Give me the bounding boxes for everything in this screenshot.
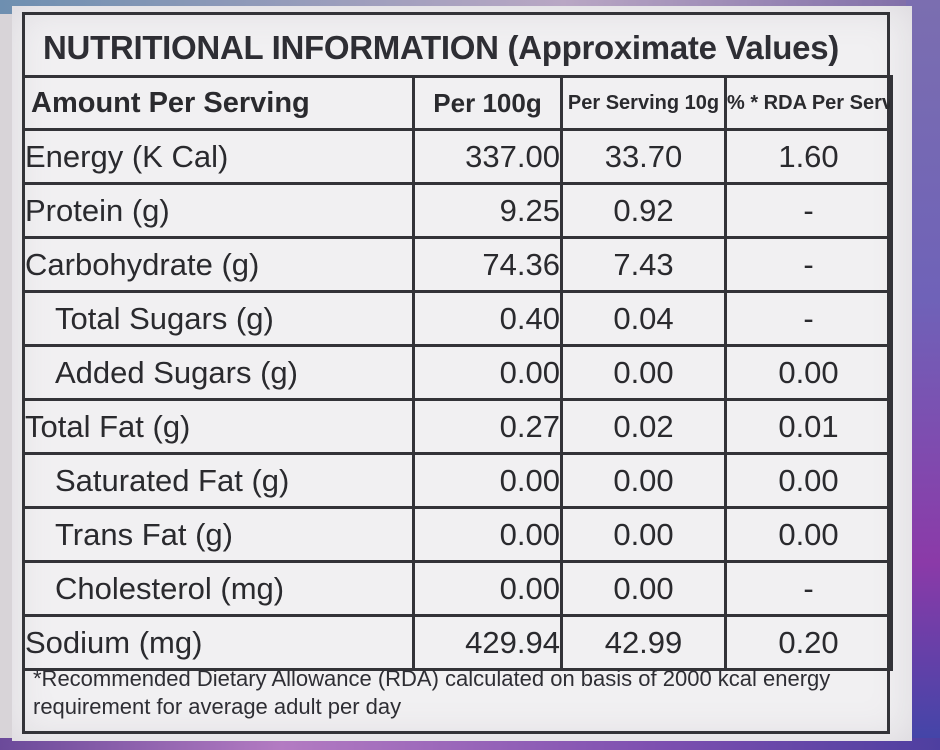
table-row: Energy (K Cal) 337.00 33.70 1.60 — [22, 128, 893, 185]
value-per-100g: 429.94 — [412, 614, 563, 671]
value-per-serving: 42.99 — [560, 614, 727, 671]
nutrient-name: Energy (K Cal) — [22, 128, 415, 185]
value-rda: 0.00 — [724, 344, 893, 401]
value-per-serving: 7.43 — [560, 236, 727, 293]
nutrient-name: Total Fat (g) — [22, 398, 415, 455]
nutrition-rows: Energy (K Cal) 337.00 33.70 1.60 Protein (g)… — [22, 128, 893, 671]
rda-footnote: *Recommended Dietary Allowance (RDA) cal… — [33, 666, 831, 719]
value-per-serving: 0.02 — [560, 398, 727, 455]
nutrient-name: Carbohydrate (g) — [22, 236, 415, 293]
nutrient-name: Total Sugars (g) — [22, 290, 415, 347]
packaging-bottom-edge — [0, 738, 940, 750]
value-per-100g: 0.27 — [412, 398, 563, 455]
table-row: Sodium (mg) 429.94 42.99 0.20 — [22, 614, 893, 671]
nutrient-name: Sodium (mg) — [22, 614, 415, 671]
table-row: Total Fat (g) 0.27 0.02 0.01 — [22, 398, 893, 455]
nutrition-table: Amount Per Serving Per 100g Per Serving … — [22, 75, 893, 671]
value-per-serving: 0.00 — [560, 560, 727, 617]
value-per-serving: 0.92 — [560, 182, 727, 239]
value-per-serving: 33.70 — [560, 128, 727, 185]
table-row: Total Sugars (g) 0.40 0.04- — [22, 290, 893, 347]
value-rda: 0.20 — [724, 614, 893, 671]
table-row: Carbohydrate (g) 74.36 7.43- — [22, 236, 893, 293]
value-rda: - — [724, 236, 893, 293]
value-per-serving: 0.04 — [560, 290, 727, 347]
table-row: Cholesterol (mg) 0.00 0.00- — [22, 560, 893, 617]
value-rda: 0.01 — [724, 398, 893, 455]
table-row: Added Sugars (g) 0.00 0.00 0.00 — [22, 344, 893, 401]
value-per-100g: 0.00 — [412, 560, 563, 617]
value-rda: 0.00 — [724, 452, 893, 509]
value-rda: 0.00 — [724, 506, 893, 563]
nutrient-name: Trans Fat (g) — [22, 506, 415, 563]
value-per-100g: 74.36 — [412, 236, 563, 293]
value-per-serving: 0.00 — [560, 452, 727, 509]
nutrient-name: Added Sugars (g) — [22, 344, 415, 401]
value-rda: 1.60 — [724, 128, 893, 185]
value-per-100g: 337.00 — [412, 128, 563, 185]
nutrient-name: Cholesterol (mg) — [22, 560, 415, 617]
header-amount: Amount Per Serving — [22, 75, 415, 131]
header-per-serving: Per Serving 10g — [560, 75, 727, 131]
value-rda: - — [724, 182, 893, 239]
nutrition-title: NUTRITIONAL INFORMATION (Approximate Val… — [43, 29, 839, 66]
value-per-100g: 0.00 — [412, 452, 563, 509]
nutrient-name: Saturated Fat (g) — [22, 452, 415, 509]
value-rda: - — [724, 560, 893, 617]
nutrient-name: Protein (g) — [22, 182, 415, 239]
nutrition-label: NUTRITIONAL INFORMATION (Approximate Val… — [12, 6, 912, 741]
header-rda: % * RDA Per Serving — [724, 75, 893, 131]
nutrition-panel: NUTRITIONAL INFORMATION (Approximate Val… — [22, 12, 893, 734]
value-per-serving: 0.00 — [560, 506, 727, 563]
value-per-100g: 0.40 — [412, 290, 563, 347]
value-per-100g: 0.00 — [412, 506, 563, 563]
value-per-100g: 9.25 — [412, 182, 563, 239]
table-row: Trans Fat (g) 0.00 0.00 0.00 — [22, 506, 893, 563]
table-row: Saturated Fat (g) 0.00 0.00 0.00 — [22, 452, 893, 509]
value-rda: - — [724, 290, 893, 347]
table-row: Protein (g) 9.25 0.92- — [22, 182, 893, 239]
value-per-100g: 0.00 — [412, 344, 563, 401]
header-row: Amount Per Serving Per 100g Per Serving … — [22, 75, 893, 131]
value-per-serving: 0.00 — [560, 344, 727, 401]
header-per-100g: Per 100g — [412, 75, 563, 131]
